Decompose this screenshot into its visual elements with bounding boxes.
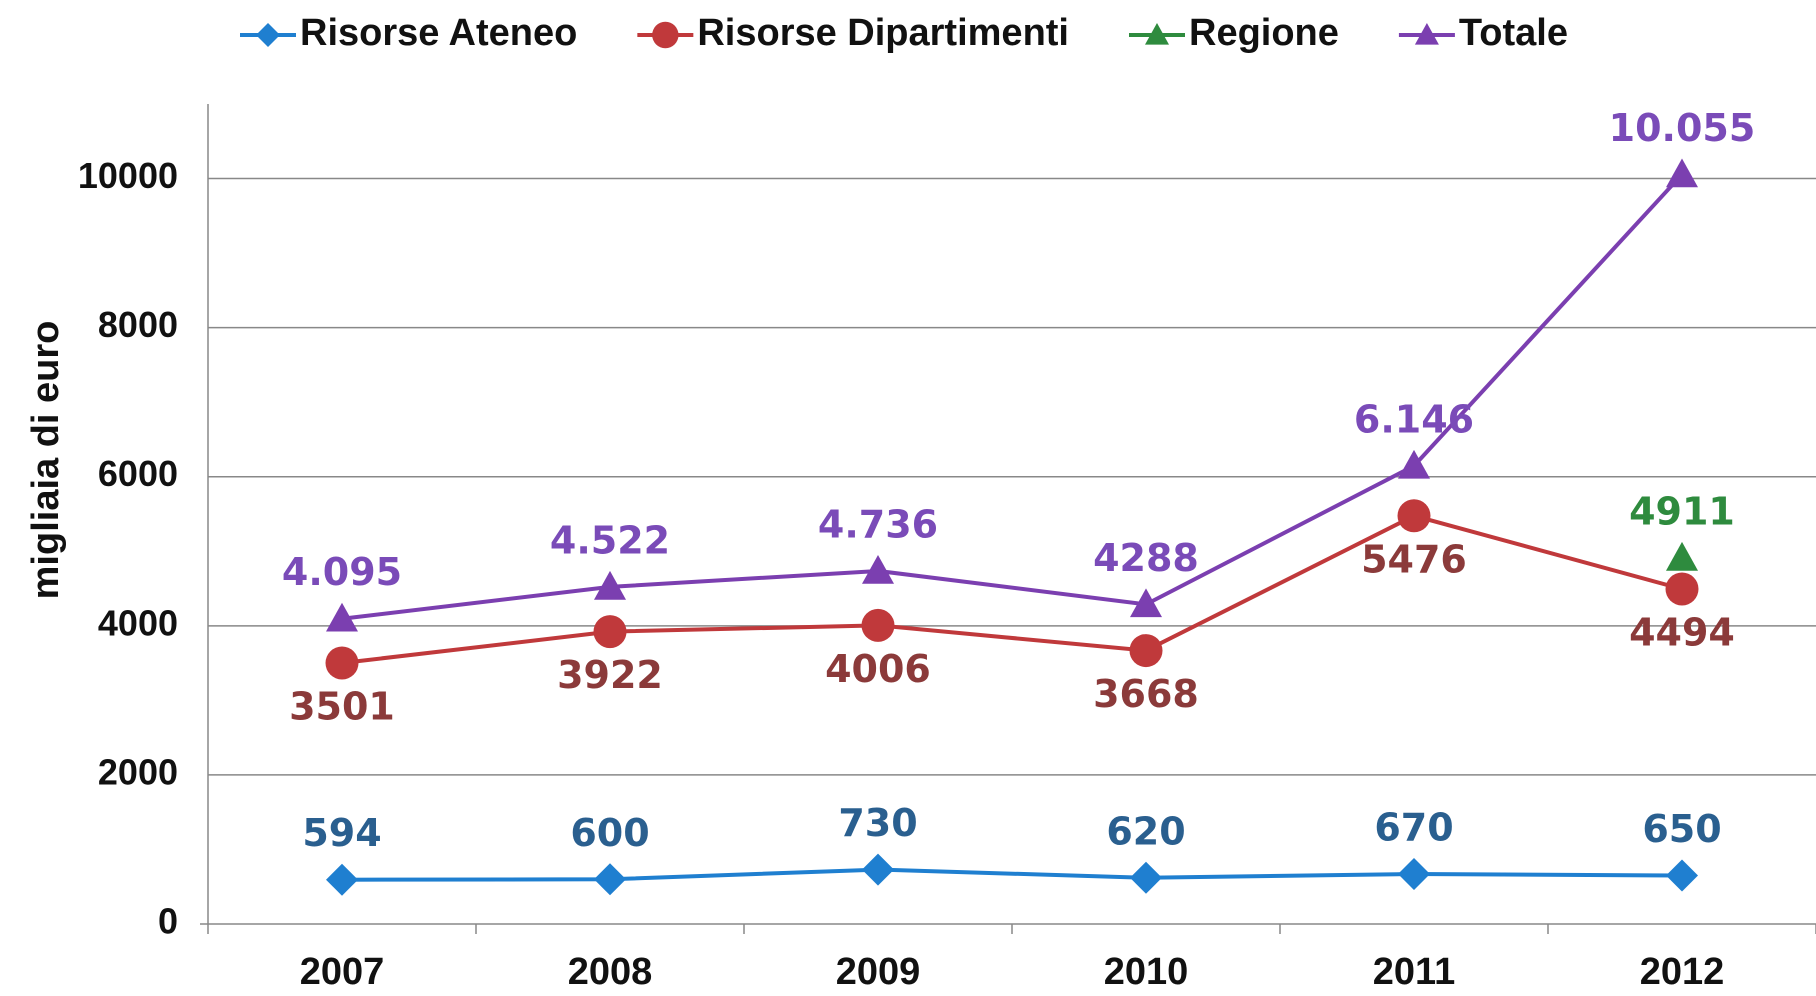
marker xyxy=(1665,572,1699,606)
x-tick-label: 2011 xyxy=(1373,951,1455,993)
marker xyxy=(1130,588,1162,618)
legend-label: Risorse Ateneo xyxy=(300,12,577,54)
data-label: 4.736 xyxy=(818,502,938,546)
marker xyxy=(594,863,626,896)
x-tick-label: 2010 xyxy=(1104,951,1189,993)
data-label: 670 xyxy=(1374,806,1453,850)
data-label: 6.146 xyxy=(1354,397,1474,441)
data-label: 600 xyxy=(570,811,649,855)
marker xyxy=(593,615,627,649)
data-label: 3922 xyxy=(557,653,663,697)
legend-label: Risorse Dipartimenti xyxy=(697,12,1069,54)
y-tick-label: 6000 xyxy=(98,453,178,494)
marker xyxy=(862,853,894,886)
x-tick-label: 2008 xyxy=(568,951,653,993)
legend-marker xyxy=(652,21,679,49)
marker xyxy=(326,602,358,632)
y-axis-label: migliaia di euro xyxy=(25,321,67,600)
marker xyxy=(325,646,359,680)
marker xyxy=(1397,499,1431,533)
data-label: 594 xyxy=(302,811,381,855)
x-tick-label: 2012 xyxy=(1640,951,1725,993)
y-tick-label: 10000 xyxy=(78,155,178,196)
marker xyxy=(1130,861,1162,894)
data-label: 620 xyxy=(1106,809,1185,853)
series-line xyxy=(341,867,1683,882)
data-label: 3501 xyxy=(289,685,395,729)
legend-label: Regione xyxy=(1189,12,1339,54)
y-tick-label: 2000 xyxy=(98,751,178,792)
marker xyxy=(1666,158,1698,188)
x-tick-label: 2007 xyxy=(300,951,385,993)
marker xyxy=(1666,859,1698,892)
data-label: 650 xyxy=(1642,807,1721,851)
marker xyxy=(862,554,894,584)
legend-marker xyxy=(256,23,280,47)
series-line xyxy=(341,173,1684,621)
marker xyxy=(1129,634,1163,668)
data-label: 3668 xyxy=(1093,672,1199,716)
legend-label: Totale xyxy=(1459,12,1568,54)
marker xyxy=(1398,858,1430,891)
x-tick-label: 2009 xyxy=(836,951,921,993)
data-label: 4006 xyxy=(825,647,931,691)
marker xyxy=(326,863,358,896)
marker xyxy=(1666,541,1698,571)
data-label: 4494 xyxy=(1629,610,1735,654)
legend-marker xyxy=(1414,23,1439,45)
legend-marker xyxy=(1145,23,1169,45)
y-tick-label: 8000 xyxy=(98,304,178,345)
marker xyxy=(1398,449,1430,479)
data-label: 10.055 xyxy=(1609,106,1756,150)
series-line xyxy=(341,513,1683,666)
data-label: 4288 xyxy=(1093,536,1199,580)
data-label: 730 xyxy=(838,801,917,845)
data-label: 5476 xyxy=(1361,537,1467,581)
marker xyxy=(861,608,895,642)
y-tick-label: 4000 xyxy=(98,602,178,643)
marker xyxy=(594,570,626,600)
data-label: 4.522 xyxy=(550,518,670,562)
data-label: 4.095 xyxy=(282,550,402,594)
data-label: 4911 xyxy=(1629,489,1735,533)
y-tick-label: 0 xyxy=(158,901,178,942)
